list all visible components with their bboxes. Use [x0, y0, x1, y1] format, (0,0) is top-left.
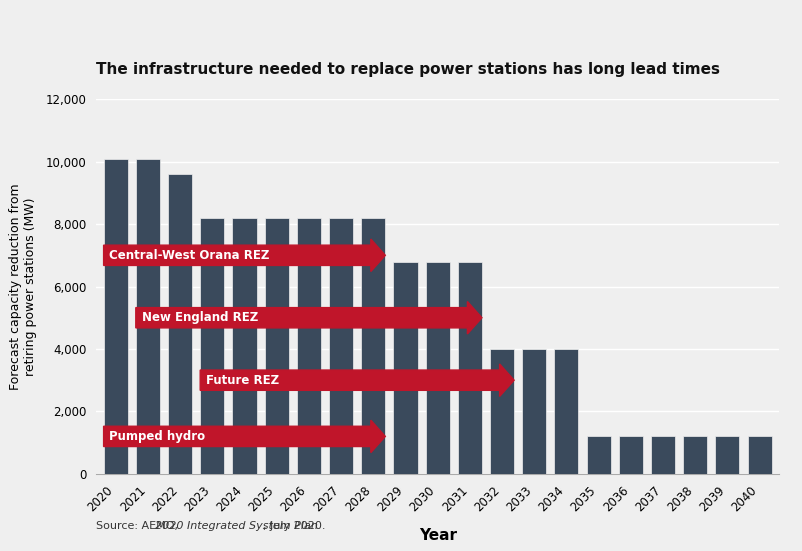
- Text: New England REZ: New England REZ: [141, 311, 257, 324]
- Bar: [553, 349, 577, 474]
- Y-axis label: Forecast capacity reduction from
retiring power stations (MW): Forecast capacity reduction from retirin…: [10, 183, 38, 390]
- Bar: [715, 436, 739, 474]
- Bar: [683, 436, 707, 474]
- Bar: [457, 262, 481, 474]
- Bar: [585, 436, 610, 474]
- Bar: [361, 218, 385, 474]
- Text: , July 2020.: , July 2020.: [263, 521, 326, 531]
- Bar: [521, 349, 545, 474]
- Bar: [168, 174, 192, 474]
- Bar: [425, 262, 449, 474]
- Bar: [136, 159, 160, 474]
- X-axis label: Year: Year: [418, 528, 456, 543]
- Text: Source: AEMO,: Source: AEMO,: [96, 521, 181, 531]
- Bar: [489, 349, 513, 474]
- Bar: [232, 218, 256, 474]
- Text: The infrastructure needed to replace power stations has long lead times: The infrastructure needed to replace pow…: [96, 62, 719, 77]
- Bar: [618, 436, 642, 474]
- FancyArrow shape: [136, 301, 481, 334]
- Bar: [393, 262, 417, 474]
- Text: Pumped hydro: Pumped hydro: [109, 430, 205, 443]
- Bar: [650, 436, 674, 474]
- Bar: [297, 218, 321, 474]
- FancyArrow shape: [103, 420, 385, 452]
- Bar: [329, 218, 353, 474]
- Text: Central-West Orana REZ: Central-West Orana REZ: [109, 249, 269, 262]
- Text: Future REZ: Future REZ: [206, 374, 279, 387]
- Text: 2020 Integrated System Plan: 2020 Integrated System Plan: [155, 521, 318, 531]
- FancyArrow shape: [103, 239, 385, 272]
- Bar: [264, 218, 289, 474]
- Bar: [103, 159, 128, 474]
- Bar: [200, 218, 224, 474]
- Bar: [747, 436, 771, 474]
- FancyArrow shape: [200, 364, 513, 396]
